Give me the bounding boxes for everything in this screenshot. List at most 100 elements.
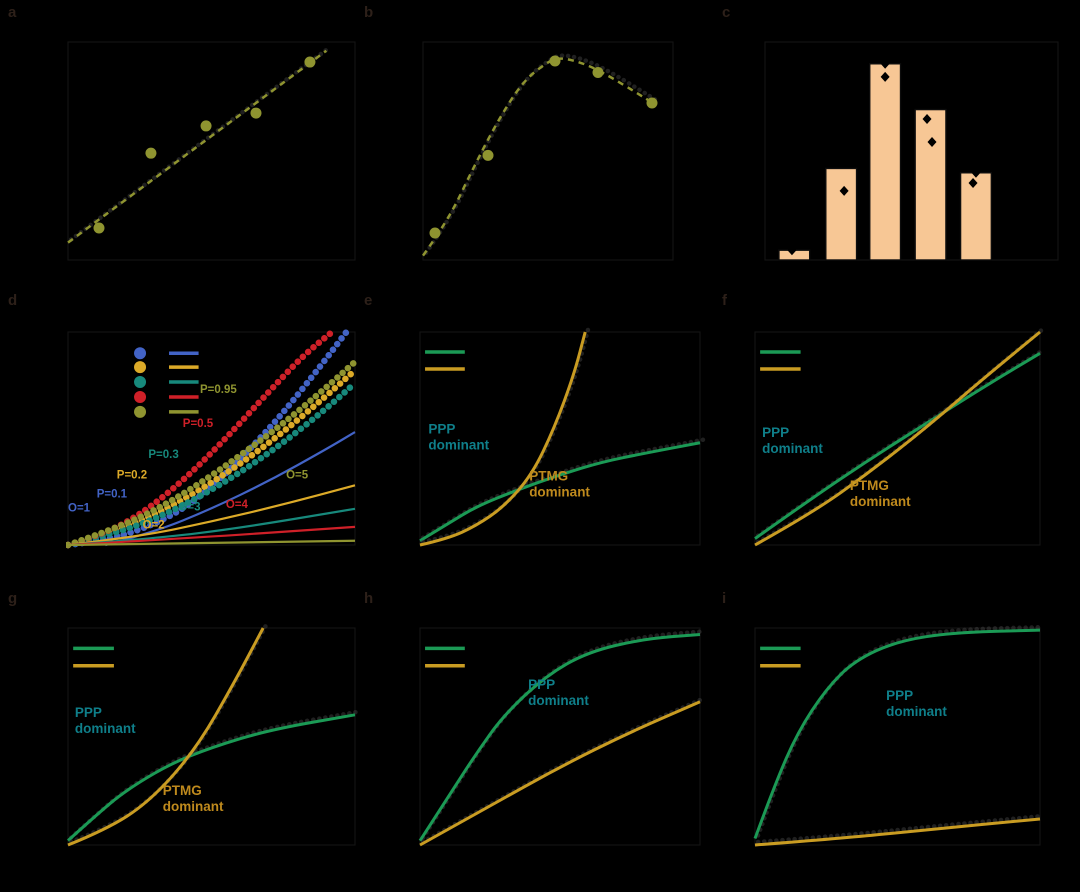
- panel-c-bar-2: [869, 63, 902, 261]
- panel-g-label-1-line-0: PTMG: [163, 783, 202, 798]
- panel-a-series-fit-line: [67, 49, 328, 244]
- panel-letter-f: f: [722, 292, 727, 309]
- panel-h-legend: [425, 646, 465, 668]
- panel-d-legend-dot-0: [134, 347, 147, 360]
- panel-h-label-0-line-0: PPP: [528, 677, 555, 692]
- panel-letter-i: i: [722, 590, 727, 607]
- panel-letter-b: b: [364, 4, 374, 21]
- panel-c: [764, 41, 1059, 261]
- panel-d-annotation-7: O=3: [178, 501, 200, 513]
- panel-h-frame: [419, 627, 701, 846]
- panel-g-label-0-line-1: dominant: [75, 721, 136, 736]
- panel-d-legend-dot-3: [134, 390, 147, 403]
- panel-c-bar-3: [914, 108, 947, 261]
- panel-g-series-green-curve: [66, 713, 356, 842]
- panel-d-series-teal-markers: [66, 379, 359, 549]
- panel-f-label-1-line-0: PTMG: [850, 478, 889, 493]
- panel-b-series-kinetic-curve: [421, 57, 654, 257]
- panel-e-series-green-curve: [419, 441, 701, 543]
- panel-a: [67, 41, 356, 261]
- panel-b: [421, 41, 674, 261]
- panel-b-series-data-points: [429, 55, 658, 239]
- panel-f-series-gold-curve: [754, 330, 1041, 547]
- panel-c-bar-4: [959, 172, 993, 261]
- panel-letter-h: h: [364, 590, 374, 607]
- panel-d-annotation-8: O=4: [226, 499, 249, 511]
- panel-i-legend: [760, 646, 801, 668]
- panel-f-series-gold-curve-ghost: [756, 326, 1046, 545]
- panel-c-diamond-marker-5: [927, 137, 937, 148]
- panel-c-diamond-marker-3: [880, 71, 890, 82]
- panel-d-series-olive-markers: [66, 358, 359, 549]
- panel-f-label-0-line-0: PPP: [762, 425, 789, 440]
- panel-d-series-olive-line: [67, 539, 356, 547]
- panel-letter-g: g: [8, 590, 18, 607]
- panel-d-annotation-3: P=0.2: [117, 469, 147, 481]
- panel-a-series-data-points: [93, 56, 316, 234]
- panel-f-label-1-line-1: dominant: [850, 494, 911, 509]
- panel-d-legend: [134, 347, 199, 418]
- panel-e-label-1-line-1: dominant: [529, 484, 590, 499]
- panel-f-legend: [760, 350, 801, 371]
- panel-letter-d: d: [8, 292, 18, 309]
- panel-d-annotation-0: P=0.95: [200, 384, 237, 396]
- panel-g-frame: [67, 627, 356, 846]
- panel-h-label-0-line-1: dominant: [528, 693, 589, 708]
- panel-g-label-0-line-0: PPP: [75, 705, 102, 720]
- panel-c-diamond-marker-7: [968, 178, 978, 189]
- panel-i-series-green-curve-ghost: [756, 624, 1046, 838]
- panel-d-annotation-2: P=0.3: [148, 449, 178, 461]
- panel-e-label-0-line-0: PPP: [428, 421, 455, 436]
- panel-e-label-1-line-0: PTMG: [529, 468, 568, 483]
- panel-i-series-gold-curve: [754, 817, 1041, 847]
- panel-c-diamond-marker-6: [971, 167, 981, 178]
- panel-i-label-0-line-0: PPP: [886, 688, 913, 703]
- panel-f-label-0-line-1: dominant: [762, 441, 823, 456]
- panel-d-annotation-1: P=0.5: [183, 418, 214, 430]
- panel-e-label-0-line-1: dominant: [428, 437, 489, 452]
- panel-d-series-yellow-markers: [66, 367, 359, 549]
- panel-f-series-green-curve: [754, 352, 1041, 540]
- panel-a-frame: [67, 41, 356, 261]
- panel-letter-e: e: [364, 292, 373, 309]
- panel-b-series-kinetic-curve-ghost: [424, 53, 659, 255]
- panel-i-series-gold-curve-ghost: [756, 813, 1046, 845]
- panel-d-legend-dot-1: [134, 361, 147, 374]
- panel-d-annotation-4: P=0.1: [97, 488, 128, 500]
- panel-i-frame: [754, 627, 1041, 846]
- panel-d-series-yellow-line: [67, 484, 356, 547]
- panel-h-series-green-curve-ghost: [421, 629, 706, 840]
- panel-d-annotation-5: O=1: [68, 502, 91, 514]
- panel-g-legend: [73, 646, 114, 668]
- panel-c-bar-1: [825, 167, 858, 261]
- panel-f-frame: [754, 331, 1041, 546]
- panel-letter-a: a: [8, 4, 17, 21]
- panel-c-diamond-marker-2: [880, 58, 890, 69]
- panel-b-frame: [422, 41, 674, 261]
- panel-i-series-green-curve: [753, 628, 1041, 840]
- panel-h-series-green-curve: [418, 633, 701, 842]
- panel-i-label-0-line-1: dominant: [886, 704, 947, 719]
- panel-d-series-blue-line: [105, 431, 356, 547]
- panel-c-frame: [764, 41, 1059, 261]
- panel-d-annotation-6: O=2: [143, 519, 165, 531]
- panel-e-frame: [419, 331, 701, 546]
- panel-d-frame: [67, 331, 356, 546]
- panel-g-label-1-line-1: dominant: [163, 799, 224, 814]
- panel-h-series-gold-curve: [419, 700, 701, 847]
